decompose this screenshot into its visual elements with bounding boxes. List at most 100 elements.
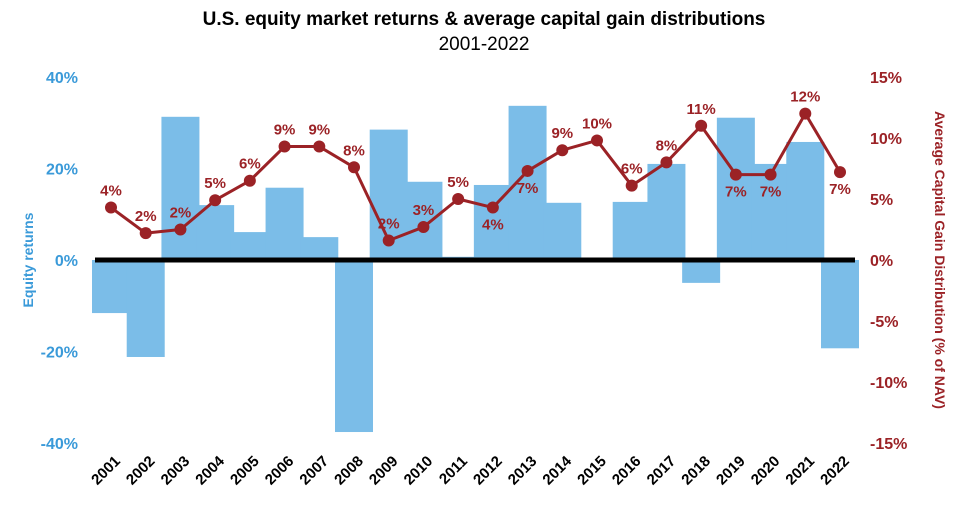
- line-point-2005: [243, 174, 256, 187]
- bars-group: [92, 105, 859, 433]
- data-label-2018: 11%: [687, 101, 716, 118]
- right-tick-label: -5%: [870, 314, 898, 331]
- x-tick-label: 2021: [782, 453, 818, 489]
- left-axis-title: Equity returns: [20, 212, 36, 307]
- right-tick-label: 0%: [870, 253, 893, 270]
- data-label-2014: 9%: [551, 125, 573, 142]
- data-label-2012: 4%: [482, 217, 504, 234]
- x-tick-label: 2004: [192, 452, 228, 488]
- x-tick-label: 2005: [227, 453, 263, 489]
- bar-2008: [335, 260, 373, 433]
- data-label-2008: 8%: [343, 142, 365, 159]
- x-tick-label: 2002: [123, 453, 159, 489]
- x-tick-label: 2010: [401, 453, 437, 489]
- bar-2019: [716, 117, 755, 260]
- data-label-2003: 2%: [170, 205, 192, 222]
- line-point-2020: [764, 168, 777, 181]
- x-tick-label: 2006: [262, 453, 298, 489]
- data-label-2015: 10%: [582, 115, 612, 132]
- data-label-2011: 5%: [447, 174, 469, 191]
- x-tick-label: 2013: [505, 453, 541, 489]
- data-label-2019: 7%: [725, 184, 747, 201]
- bar-2005: [230, 232, 269, 260]
- x-tick-label: 2007: [296, 453, 332, 489]
- line-point-2016: [625, 179, 638, 192]
- bar-2017: [647, 163, 686, 260]
- x-tick-label: 2020: [748, 453, 784, 489]
- bar-2004: [196, 205, 235, 260]
- left-tick-label: 40%: [46, 70, 78, 87]
- right-tick-label: -10%: [870, 375, 907, 392]
- data-label-2021: 12%: [790, 89, 820, 106]
- bar-2016: [612, 201, 651, 260]
- bar-2003: [161, 116, 200, 261]
- right-tick-label: -15%: [870, 436, 907, 453]
- bar-2012: [473, 184, 512, 260]
- x-tick-label: 2022: [817, 453, 853, 489]
- x-tick-label: 2017: [644, 453, 680, 489]
- capital-gain-line: [110, 112, 842, 242]
- line-point-2018: [695, 119, 708, 132]
- right-tick-label: 15%: [870, 70, 902, 87]
- bar-2007: [300, 237, 339, 260]
- line-point-2008: [348, 161, 360, 174]
- line-series-group: 4% 2% 2% 5% 6% 9% 9% 8% 2% 3% 5% 4% 7% 9% 10% 6% 8% 11% 7%…: [100, 89, 851, 247]
- bar-2006: [265, 187, 304, 260]
- x-axis: 2001 2002 2003 2004 2005 2006 2007 2008 2009 2010…: [88, 452, 853, 488]
- right-axis: 15% 10% 5% 0% -5% -10% -15%: [870, 70, 907, 453]
- bar-2001: [92, 260, 130, 314]
- right-tick-label: 10%: [870, 131, 902, 148]
- line-point-2006: [278, 140, 291, 153]
- line-point-2007: [313, 140, 326, 153]
- line-point-2003: [174, 223, 187, 236]
- data-label-2005: 6%: [239, 156, 261, 173]
- line-point-2022: [834, 166, 846, 179]
- line-point-2014: [556, 144, 569, 157]
- data-label-2007: 9%: [308, 122, 330, 139]
- data-label-2006: 9%: [274, 122, 296, 139]
- right-tick-label: 5%: [870, 192, 893, 209]
- x-tick-label: 2008: [331, 453, 367, 489]
- line-point-2009: [382, 234, 395, 247]
- line-point-2012: [486, 201, 499, 214]
- data-label-2020: 7%: [760, 184, 782, 201]
- x-tick-label: 2012: [470, 453, 506, 489]
- line-point-2017: [660, 156, 673, 169]
- data-label-2016: 6%: [621, 161, 643, 178]
- data-label-2013: 7%: [517, 180, 539, 197]
- data-label-2004: 5%: [204, 175, 226, 192]
- bar-2014: [543, 202, 582, 260]
- line-point-2002: [139, 227, 152, 240]
- bar-2002: [126, 260, 165, 357]
- data-label-2002: 2%: [135, 208, 157, 225]
- left-axis: 40% 20% 0% -20% -40%: [41, 70, 78, 453]
- left-tick-label: -40%: [41, 436, 78, 453]
- data-label-2010: 3%: [413, 202, 435, 219]
- data-label-2017: 8%: [656, 137, 678, 154]
- data-label-2022: 7%: [829, 181, 851, 198]
- line-point-2015: [591, 134, 603, 147]
- right-axis-title: Average Capital Gain Distribution (% of …: [932, 111, 948, 409]
- chart-title: U.S. equity market returns & average cap…: [202, 9, 766, 30]
- line-point-2004: [209, 194, 222, 207]
- left-tick-label: -20%: [41, 345, 78, 362]
- x-tick-label: 2003: [158, 453, 194, 489]
- x-tick-label: 2014: [539, 452, 575, 488]
- left-tick-label: 20%: [46, 162, 78, 179]
- x-tick-label: 2018: [678, 453, 714, 489]
- data-label-2001: 4%: [100, 183, 122, 200]
- left-tick-label: 0%: [55, 253, 78, 270]
- bar-2022: [821, 260, 859, 349]
- bar-2010: [404, 181, 443, 260]
- x-tick-label: 2009: [366, 453, 402, 489]
- line-point-2013: [521, 164, 534, 177]
- line-point-2011: [452, 193, 465, 205]
- data-label-2009: 2%: [378, 215, 400, 232]
- line-point-2019: [729, 168, 742, 181]
- line-point-2001: [105, 201, 117, 214]
- line-point-2021: [799, 107, 812, 120]
- chart-subtitle: 2001-2022: [438, 34, 530, 55]
- x-tick-label: 2001: [88, 453, 124, 489]
- x-tick-label: 2019: [713, 453, 749, 489]
